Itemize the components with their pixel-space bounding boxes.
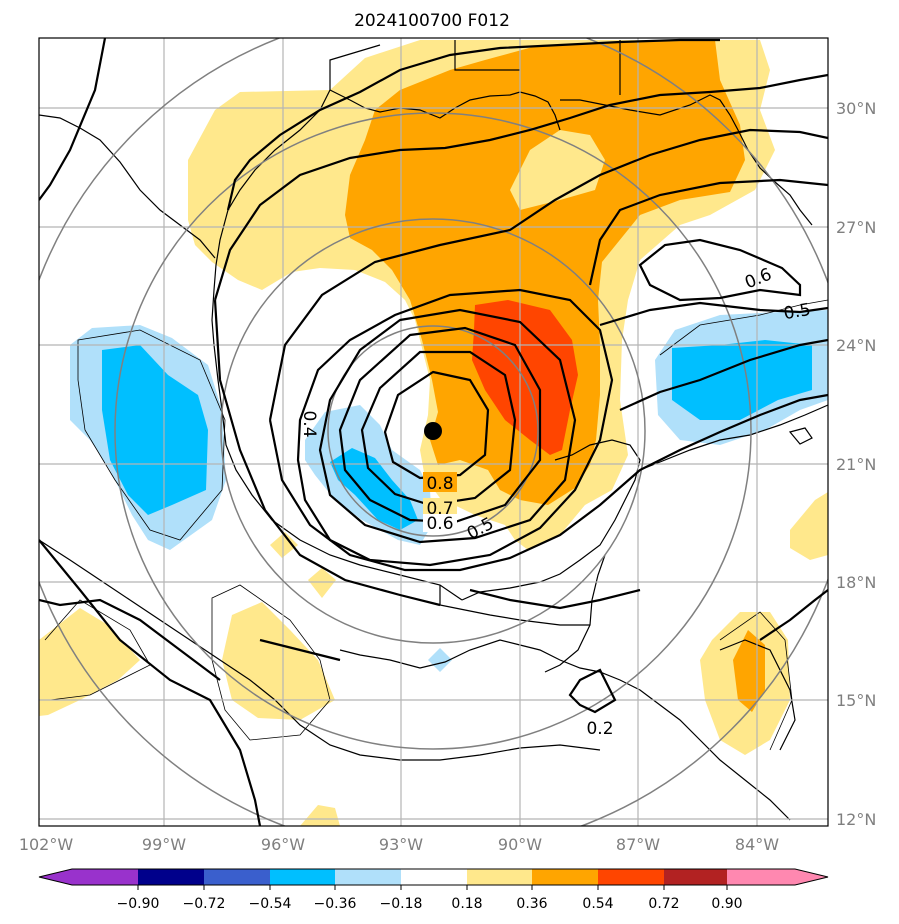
colorbar-bin-7 xyxy=(467,869,532,885)
shade-yellow-small1 xyxy=(270,532,298,558)
lon-label-96w: 96°W xyxy=(261,835,305,854)
negative-anomaly-mid xyxy=(102,340,812,530)
contour-02-b xyxy=(213,299,441,607)
border-us-mex xyxy=(39,114,216,259)
lon-label-90w: 90°W xyxy=(498,835,542,854)
coastlines xyxy=(39,40,828,821)
colorbar-tick-8: 0.54 xyxy=(582,896,613,912)
contour-05-east2 xyxy=(619,338,828,412)
range-ring-2 xyxy=(220,218,646,644)
contour-south-1 xyxy=(568,668,617,714)
shade-blue-gulf xyxy=(330,448,418,530)
lat-label-12n: 12°N xyxy=(836,810,876,829)
contour-label-06: 0.6 xyxy=(426,514,453,534)
contour-west-1 xyxy=(39,38,107,201)
colorbar-bin-2 xyxy=(138,869,204,885)
contour-01-a xyxy=(226,38,720,211)
colorbar-bin-1 xyxy=(72,869,138,885)
colorbar-bin-5 xyxy=(335,869,401,885)
gridlines xyxy=(39,38,828,826)
island-small xyxy=(788,427,813,445)
range-ring-1 xyxy=(327,325,539,537)
contour-label-02: 0.2 xyxy=(586,719,613,739)
colorbar-bin-6 xyxy=(401,869,467,885)
contour-label-05-east: 0.5 xyxy=(782,300,812,324)
map-frame xyxy=(38,37,829,827)
contour-03-b xyxy=(268,393,828,572)
shade-blue-east xyxy=(672,340,812,420)
colorbar-tick-6: 0.18 xyxy=(451,896,482,912)
coast-louisiana xyxy=(329,89,561,131)
contour-label-08: 0.8 xyxy=(426,474,453,494)
coast-texas xyxy=(211,89,463,601)
range-rings xyxy=(39,38,828,826)
contour-06-east xyxy=(638,238,802,302)
thin-contour-sw xyxy=(44,599,151,701)
colorbar-bin-4 xyxy=(270,869,335,885)
coast-cuba xyxy=(639,404,828,471)
lon-label-93w: 93°W xyxy=(379,835,423,854)
contour-04-east xyxy=(588,178,828,286)
colorbar: −0.90 −0.72 −0.54 −0.36 −0.18 0.18 0.36 … xyxy=(38,868,829,912)
colorbar-extend-low xyxy=(39,869,72,885)
lat-label-21n: 21°N xyxy=(836,455,876,474)
contour-03-a xyxy=(268,128,828,421)
contour-south-2 xyxy=(259,638,341,662)
colorbar-tick-10: 0.90 xyxy=(711,896,742,912)
colorbar-tick-1: −0.90 xyxy=(117,896,160,912)
lat-label-27n: 27°N xyxy=(836,218,876,237)
lat-label-30n: 30°N xyxy=(836,99,876,118)
contour-02-a xyxy=(213,73,828,301)
lon-label-87w: 87°W xyxy=(616,835,660,854)
contour-west-3 xyxy=(39,598,221,681)
thick-contours xyxy=(39,38,828,826)
coast-yucatan xyxy=(461,439,641,601)
lon-label-99w: 99°W xyxy=(142,835,186,854)
colorbar-bin-9 xyxy=(598,869,664,885)
storm-center-marker xyxy=(424,422,442,440)
colorbar-tick-2: −0.72 xyxy=(183,896,226,912)
shade-yellow-small2 xyxy=(308,568,336,598)
colorbar-tick-7: 0.36 xyxy=(516,896,547,912)
shade-yellow-east xyxy=(790,492,828,560)
colorbar-bin-8 xyxy=(532,869,598,885)
shade-blue-west xyxy=(102,345,208,515)
colorbar-tick-3: −0.54 xyxy=(249,896,292,912)
map-panel: 0.8 0.7 0.6 0.5 0.4 0.6 0.5 0.2 xyxy=(39,38,828,826)
thin-contour-west xyxy=(77,329,226,541)
contour-carib xyxy=(759,589,828,641)
lon-labels: 102°W 99°W 96°W 93°W 90°W 87°W 84°W xyxy=(19,835,779,854)
colorbar-tick-4: −0.36 xyxy=(314,896,357,912)
thin-contour-s xyxy=(211,584,331,741)
lon-label-84w: 84°W xyxy=(735,835,779,854)
contour-lower xyxy=(469,588,641,610)
range-ring-3 xyxy=(114,112,752,750)
colorbar-tick-9: 0.72 xyxy=(648,896,679,912)
colorbar-bin-3 xyxy=(204,869,270,885)
colorbar-extend-high xyxy=(795,869,828,885)
coast-pacific xyxy=(39,539,601,761)
colorbar-bin-10 xyxy=(664,869,727,885)
colorbar-outline xyxy=(38,868,829,886)
lat-label-24n: 24°N xyxy=(836,336,876,355)
state-borders xyxy=(329,40,621,95)
map-title: 2024100700 F012 xyxy=(354,11,510,31)
colorbar-bin-11 xyxy=(727,869,795,885)
thin-contour-east xyxy=(659,299,828,356)
coast-central-america xyxy=(339,639,791,821)
thin-contour-carib xyxy=(719,611,793,751)
shade-yellow-bottom xyxy=(300,805,340,826)
contour-05-a xyxy=(318,308,577,544)
lat-label-18n: 18°N xyxy=(836,573,876,592)
contour-label-04: 0.4 xyxy=(299,410,319,437)
shade-lightblue-small xyxy=(428,648,452,672)
contour-05-east xyxy=(599,301,828,327)
lat-labels: 30°N 27°N 24°N 21°N 18°N 15°N 12°N xyxy=(836,99,876,829)
colorbar-tick-5: −0.18 xyxy=(380,896,423,912)
lat-label-15n: 15°N xyxy=(836,691,876,710)
lon-label-102w: 102°W xyxy=(19,835,74,854)
contour-west-2 xyxy=(39,539,262,826)
